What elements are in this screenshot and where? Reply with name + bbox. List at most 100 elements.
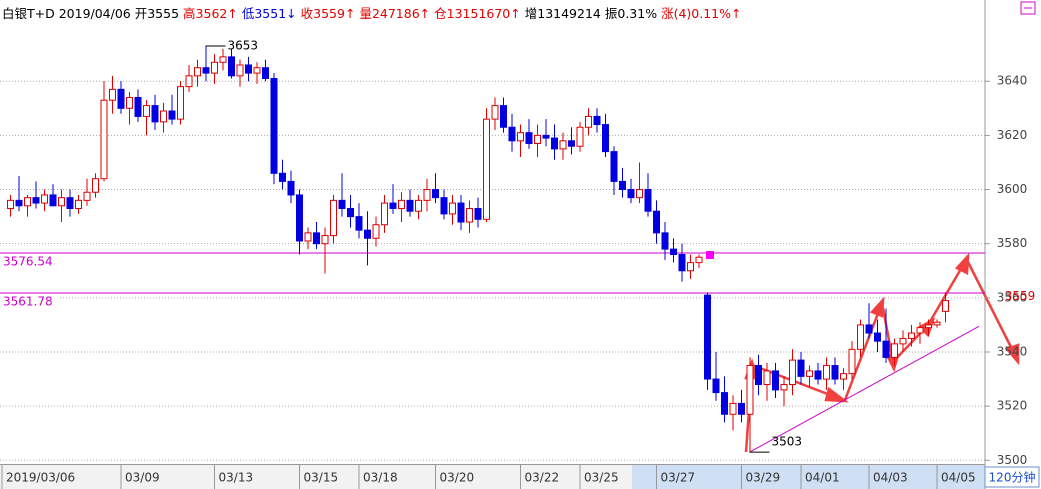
candle-body: [525, 132, 533, 145]
candle-body: [398, 199, 405, 209]
x-tick-label: 04/01: [805, 471, 840, 485]
candle-body: [483, 118, 490, 220]
candle-body: [92, 178, 99, 193]
candle-body: [585, 115, 592, 128]
candle-body: [721, 392, 728, 415]
header-field: 仓13151670↑: [434, 6, 521, 21]
candle-body: [619, 180, 626, 191]
y-tick-label: 3580: [997, 236, 1028, 250]
candle-body: [151, 105, 159, 123]
candle-body: [908, 332, 915, 339]
candle-body: [729, 402, 737, 415]
header-field: 低3551↓: [241, 6, 297, 21]
candle-body: [194, 67, 201, 77]
candle-body: [576, 126, 584, 147]
candle-body: [712, 378, 720, 394]
candle-body: [636, 189, 643, 199]
candle-body: [296, 194, 303, 242]
candle-body: [653, 210, 660, 234]
x-tick-label: 2019/03/06: [6, 471, 75, 485]
selection-band: [632, 465, 985, 489]
candle-body: [49, 194, 57, 207]
y-tick-label: 3640: [997, 74, 1028, 88]
candle-body: [330, 199, 337, 237]
candle-body: [66, 197, 74, 209]
candle-body: [865, 324, 873, 334]
hline-label-bg: [0, 295, 58, 310]
y-tick-label: 3500: [997, 453, 1028, 467]
candle-body: [245, 64, 252, 74]
marker: [706, 251, 714, 259]
candle-body: [143, 105, 150, 117]
candle-body: [857, 324, 864, 350]
candle-body: [500, 105, 507, 128]
period-box[interactable]: [984, 466, 1040, 488]
corner-icon[interactable]: [1020, 1, 1036, 15]
candle-body: [24, 197, 31, 207]
hline-label: 3561.78: [3, 295, 53, 309]
candle-body: [15, 199, 23, 207]
header: 白银T+D 2019/04/06 开3555 高3562↑ 低3551↓ 收3559↑…: [2, 3, 741, 22]
candle-body: [687, 262, 694, 272]
x-tick-label: 03/22: [525, 471, 560, 485]
candle-body: [780, 383, 788, 391]
candle-body: [797, 359, 805, 377]
candle-body: [814, 370, 822, 380]
header-field: 增13149214: [524, 6, 601, 21]
candle-body: [219, 56, 227, 63]
y-tick-label: 3620: [997, 128, 1028, 142]
candle-body: [415, 199, 422, 212]
x-tick-label: 04/05: [941, 471, 976, 485]
annotation-label: 3503: [772, 435, 803, 449]
candle-body: [32, 197, 40, 204]
candle-body: [806, 370, 813, 377]
candle-body: [891, 343, 898, 358]
candle-body: [763, 370, 771, 385]
candle-body: [83, 191, 91, 201]
candle-body: [202, 67, 210, 74]
candle-body: [491, 105, 499, 120]
candle-body: [406, 199, 414, 212]
candle-body: [789, 359, 796, 385]
candle-body: [882, 340, 890, 358]
candle-body: [610, 151, 618, 182]
candle-body: [236, 64, 244, 77]
y-tick-label: 3520: [997, 399, 1028, 413]
candle-body: [840, 373, 847, 380]
header-field: 收3559↑: [300, 6, 356, 21]
candle-body: [7, 199, 14, 209]
x-tick-label: 03/29: [746, 471, 781, 485]
candle-body: [874, 332, 881, 342]
candle-body: [228, 56, 235, 77]
x-tick-label: 03/09: [125, 471, 160, 485]
last-price-label: 3559: [1005, 289, 1036, 303]
candle-body: [338, 199, 346, 209]
candle-body: [381, 202, 388, 226]
candle-body: [559, 140, 567, 150]
candle-body: [508, 126, 516, 142]
candle-body: [109, 88, 116, 101]
candle-body: [355, 216, 363, 231]
candle-body: [661, 232, 669, 250]
candle-body: [372, 224, 380, 239]
header-field: 量247186↑: [359, 6, 431, 21]
candle-body: [925, 324, 932, 329]
candle-body: [772, 370, 779, 391]
candle-body: [695, 256, 703, 264]
x-tick-label: 04/03: [873, 471, 908, 485]
header-field: 涨(4)0.11%↑: [661, 6, 742, 21]
candle-body: [304, 232, 312, 242]
candle-body: [474, 207, 482, 220]
candle-body: [58, 197, 65, 207]
candle-body: [389, 202, 397, 209]
y-tick-label: 3540: [997, 344, 1028, 358]
candle-body: [440, 197, 448, 215]
candle-body: [253, 67, 261, 74]
candle-body: [568, 140, 575, 147]
candle-body: [211, 61, 218, 74]
x-tick-label: 03/25: [584, 471, 619, 485]
candle-body: [933, 321, 941, 326]
